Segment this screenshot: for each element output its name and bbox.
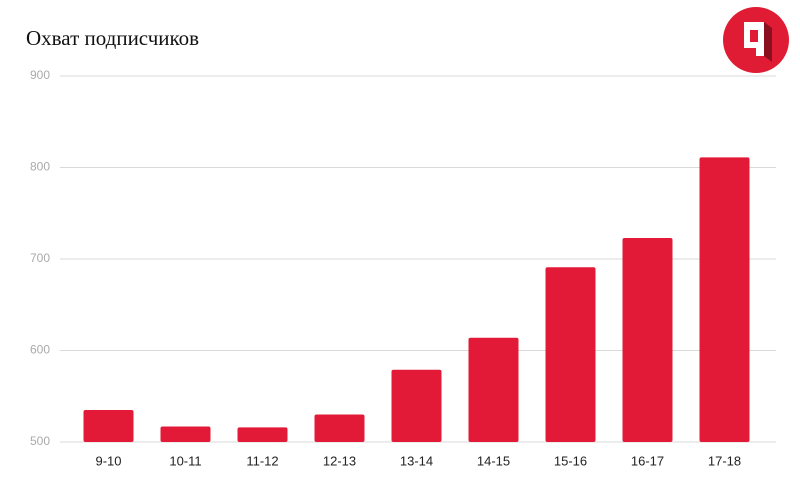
bar xyxy=(237,427,288,442)
bar xyxy=(391,369,442,442)
bar xyxy=(699,157,750,442)
logo xyxy=(723,7,789,73)
bar xyxy=(160,426,211,442)
y-tick-label: 700 xyxy=(30,251,50,265)
x-tick-label: 11-12 xyxy=(246,453,278,468)
x-tick-label: 12-13 xyxy=(323,453,356,468)
y-tick-label: 900 xyxy=(30,68,50,82)
bar xyxy=(83,409,134,442)
y-tick-label: 800 xyxy=(30,160,50,174)
y-tick-label: 600 xyxy=(30,343,50,357)
bar xyxy=(468,337,519,442)
x-tick-label: 9-10 xyxy=(95,453,121,468)
y-tick-label: 500 xyxy=(30,434,50,448)
bar xyxy=(545,267,596,442)
chart-title: Охват подписчиков xyxy=(26,26,199,50)
x-tick-label: 10-11 xyxy=(169,453,201,468)
x-tick-label: 14-15 xyxy=(477,453,510,468)
x-tick-label: 15-16 xyxy=(554,453,587,468)
x-tick-label: 13-14 xyxy=(400,453,433,468)
x-tick-label: 17-18 xyxy=(708,453,741,468)
bar xyxy=(314,414,365,442)
bar xyxy=(622,237,673,442)
x-tick-label: 16-17 xyxy=(631,453,664,468)
